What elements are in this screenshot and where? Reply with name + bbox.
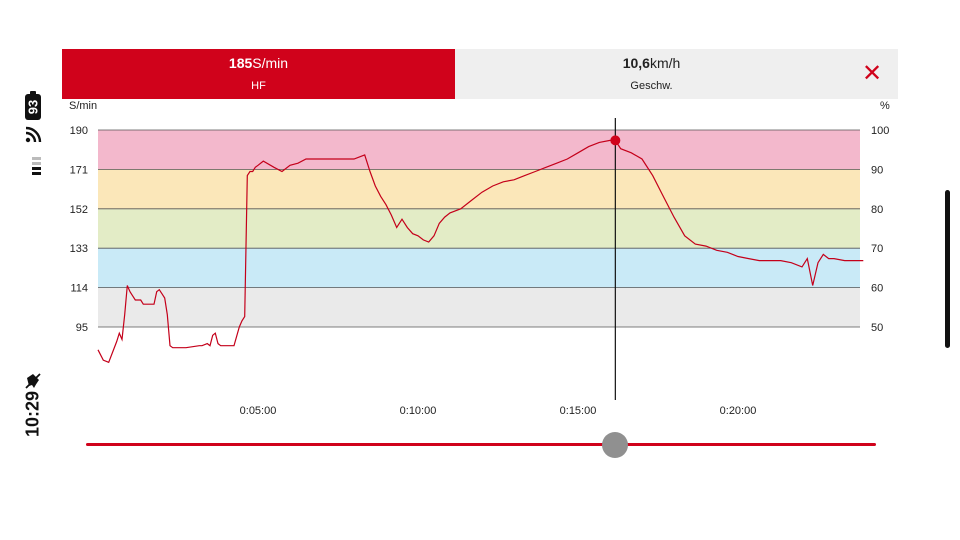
hr-zone-band [98,130,860,170]
y-tick-left: 152 [70,204,88,216]
heart-rate-value: 185 [228,55,253,71]
x-tick: 0:20:00 [720,405,757,417]
y-tick-left: 190 [70,125,88,137]
battery-icon: 93 [25,91,41,120]
y-tick-right: 100 [871,125,889,137]
tab-speed[interactable]: 10,6km/h Geschw. [455,49,848,99]
y-tick-left: 133 [70,243,88,255]
speed-label: Geschw. [630,80,673,92]
heart-rate-value-line: 185S/min [62,55,455,71]
x-tick: 0:10:00 [400,405,437,417]
slider-track[interactable] [86,443,876,446]
battery-level: 93 [25,99,41,115]
x-tick: 0:15:00 [560,405,597,417]
wifi-icon [25,126,42,143]
y-tick-left: 114 [70,283,88,295]
metric-tabs: 185S/min HF 10,6km/h Geschw. ✕ [62,49,898,99]
cursor-point [610,135,621,146]
status-bar: 93 10:29 [0,0,64,540]
x-tick: 0:05:00 [240,405,277,417]
hr-zone-band [98,208,860,249]
time-slider[interactable] [86,430,876,460]
signal-icon [32,157,41,175]
y-tick-left: 95 [76,322,88,334]
mute-icon [25,373,41,389]
speed-value: 10,6 [622,55,650,71]
y-tick-right: 50 [871,322,883,334]
hr-zone-band [98,169,860,209]
left-axis-unit: S/min [69,100,98,112]
slider-thumb[interactable] [602,432,629,458]
heart-rate-unit: S/min [252,55,289,71]
scroll-handle[interactable] [945,190,950,348]
heart-rate-line [97,139,864,364]
tab-heart-rate[interactable]: 185S/min HF [62,49,455,99]
y-tick-right: 70 [871,243,883,255]
right-axis-unit: % [880,100,890,112]
hr-zone-band [98,287,860,327]
close-icon[interactable]: ✕ [861,60,883,87]
heart-rate-label: HF [251,80,266,92]
hr-zone-band [98,248,860,288]
y-tick-right: 90 [871,164,883,176]
speed-unit: km/h [649,55,681,71]
y-tick-left: 171 [70,164,88,176]
y-tick-right: 60 [871,283,883,295]
y-tick-right: 80 [871,204,883,216]
clock-time: 10:29 [22,390,43,438]
speed-value-line: 10,6km/h [455,55,848,71]
